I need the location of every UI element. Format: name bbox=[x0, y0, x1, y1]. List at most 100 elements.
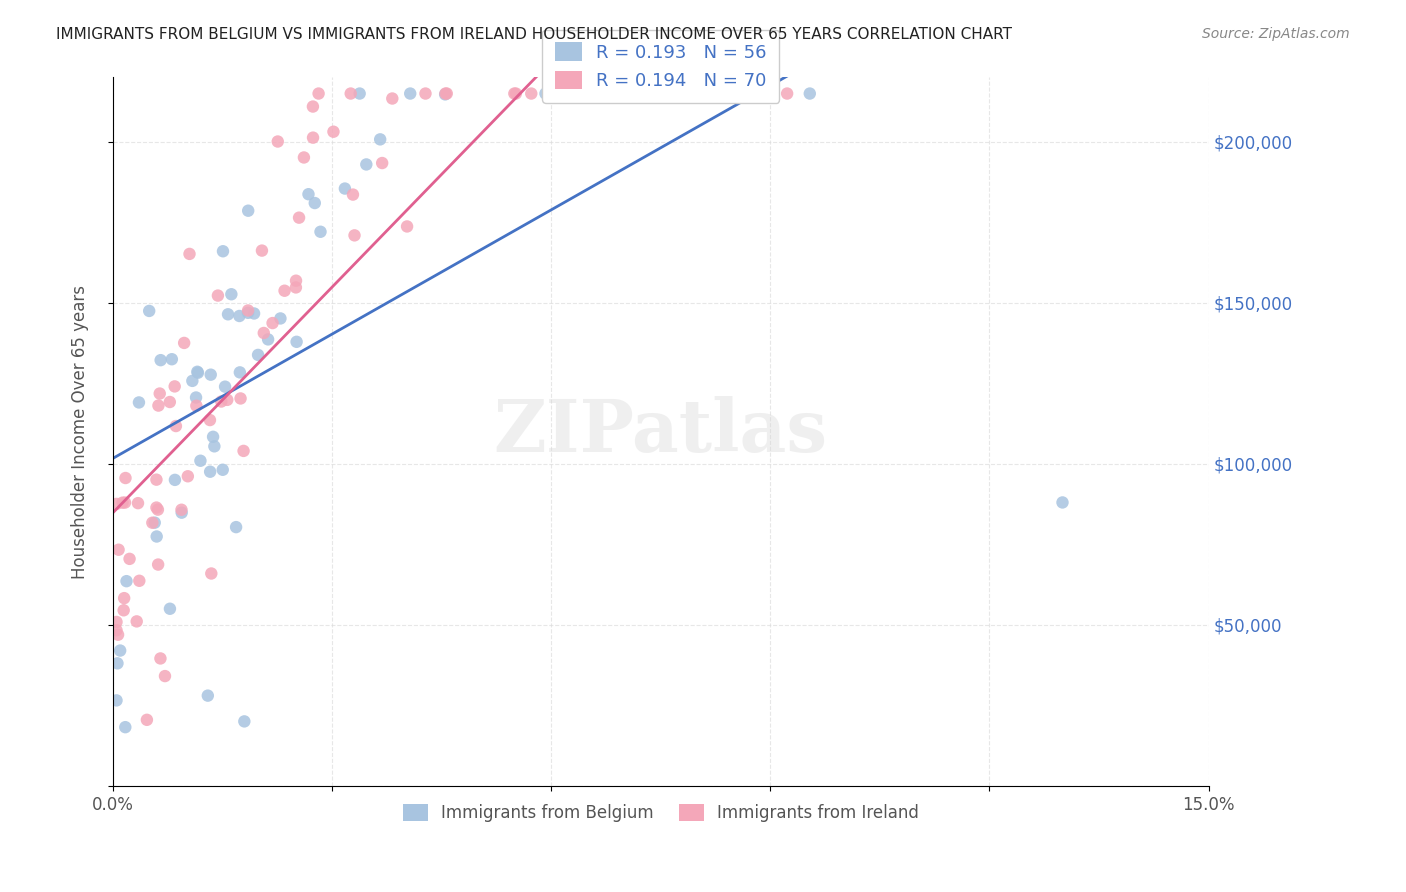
Point bbox=[503, 87, 526, 101]
Point bbox=[105, 624, 128, 638]
Point bbox=[342, 187, 364, 202]
Y-axis label: Householder Income Over 65 years: Householder Income Over 65 years bbox=[72, 285, 89, 579]
Point bbox=[202, 439, 225, 453]
Point bbox=[148, 399, 170, 413]
Point bbox=[339, 87, 361, 101]
Point bbox=[145, 529, 167, 543]
Point bbox=[644, 87, 666, 101]
Point bbox=[186, 399, 208, 413]
Point bbox=[436, 87, 458, 101]
Point bbox=[112, 591, 135, 606]
Point bbox=[179, 247, 201, 261]
Point bbox=[200, 368, 222, 382]
Point bbox=[149, 651, 172, 665]
Text: Source: ZipAtlas.com: Source: ZipAtlas.com bbox=[1202, 27, 1350, 41]
Point bbox=[679, 87, 702, 101]
Point bbox=[114, 495, 136, 509]
Point bbox=[125, 615, 148, 629]
Point bbox=[322, 125, 344, 139]
Point bbox=[143, 516, 166, 530]
Point bbox=[112, 603, 135, 617]
Point bbox=[415, 87, 437, 101]
Point bbox=[308, 87, 330, 101]
Point bbox=[233, 714, 256, 729]
Point bbox=[107, 542, 129, 557]
Point bbox=[540, 87, 562, 101]
Point bbox=[505, 87, 527, 101]
Point bbox=[247, 348, 270, 362]
Point bbox=[650, 87, 672, 101]
Point bbox=[114, 471, 136, 485]
Point bbox=[105, 615, 128, 629]
Point bbox=[212, 244, 235, 259]
Point bbox=[200, 566, 222, 581]
Point bbox=[165, 419, 187, 434]
Point bbox=[228, 309, 250, 323]
Point bbox=[145, 500, 167, 515]
Point bbox=[304, 196, 326, 211]
Point bbox=[269, 311, 291, 326]
Point bbox=[153, 669, 176, 683]
Point bbox=[190, 454, 212, 468]
Point bbox=[534, 87, 557, 101]
Point bbox=[159, 395, 181, 409]
Point bbox=[221, 287, 243, 301]
Point bbox=[197, 689, 219, 703]
Point bbox=[434, 87, 457, 102]
Point bbox=[141, 516, 163, 530]
Point bbox=[285, 274, 308, 288]
Point bbox=[343, 228, 366, 243]
Point bbox=[356, 157, 378, 171]
Point bbox=[145, 473, 167, 487]
Point bbox=[127, 496, 149, 510]
Point bbox=[160, 352, 183, 367]
Point bbox=[181, 374, 204, 388]
Point bbox=[114, 720, 136, 734]
Point bbox=[107, 628, 129, 642]
Point bbox=[187, 366, 209, 380]
Point bbox=[288, 211, 311, 225]
Point bbox=[396, 219, 419, 234]
Point bbox=[105, 693, 128, 707]
Point bbox=[128, 574, 150, 588]
Point bbox=[173, 335, 195, 350]
Point bbox=[540, 87, 562, 101]
Point bbox=[262, 316, 284, 330]
Point bbox=[146, 502, 169, 516]
Point bbox=[159, 601, 181, 615]
Point bbox=[368, 132, 391, 146]
Point bbox=[302, 99, 325, 113]
Point bbox=[799, 87, 821, 101]
Point bbox=[243, 306, 266, 320]
Point bbox=[118, 552, 141, 566]
Point bbox=[371, 156, 394, 170]
Point bbox=[253, 326, 276, 340]
Point bbox=[138, 304, 160, 318]
Point bbox=[257, 332, 280, 346]
Point bbox=[202, 430, 225, 444]
Point bbox=[135, 713, 157, 727]
Point bbox=[349, 87, 371, 101]
Point bbox=[170, 502, 193, 516]
Point bbox=[211, 463, 233, 477]
Point bbox=[776, 87, 799, 101]
Point bbox=[309, 225, 332, 239]
Point bbox=[520, 87, 543, 101]
Point bbox=[163, 379, 186, 393]
Point bbox=[111, 496, 134, 510]
Point bbox=[217, 392, 239, 407]
Point bbox=[273, 284, 295, 298]
Legend: Immigrants from Belgium, Immigrants from Ireland: Immigrants from Belgium, Immigrants from… bbox=[391, 793, 931, 834]
Point bbox=[105, 497, 128, 511]
Point bbox=[198, 413, 221, 427]
Point bbox=[581, 87, 603, 101]
Point bbox=[149, 386, 172, 401]
Point bbox=[184, 391, 207, 405]
Point bbox=[292, 151, 315, 165]
Point bbox=[302, 130, 325, 145]
Point bbox=[285, 334, 308, 349]
Point bbox=[229, 365, 252, 379]
Point bbox=[217, 307, 239, 321]
Point bbox=[232, 444, 254, 458]
Point bbox=[128, 395, 150, 409]
